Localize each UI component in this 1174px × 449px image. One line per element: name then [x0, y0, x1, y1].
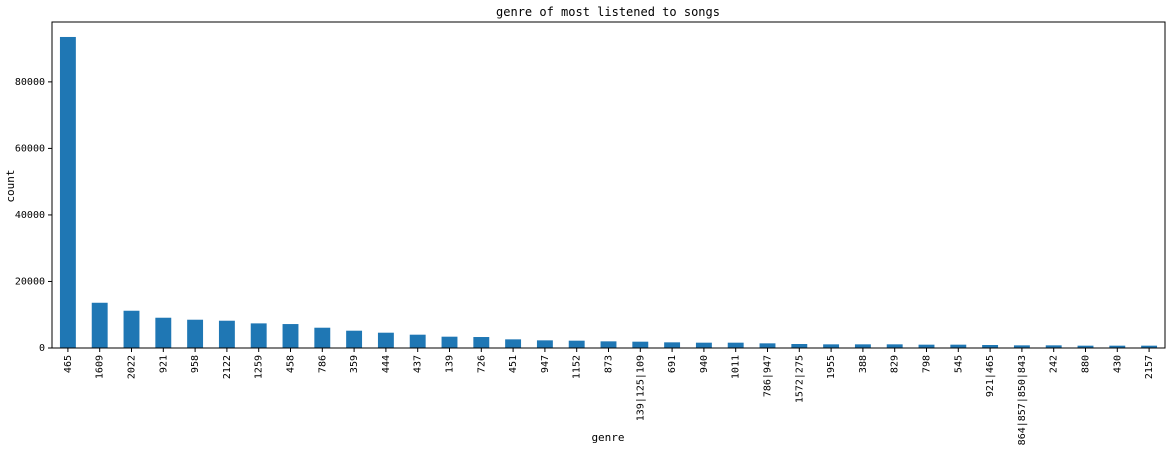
x-tick-label: 1955	[826, 355, 837, 379]
x-tick-label: 465	[63, 355, 74, 373]
y-tick-label: 60000	[15, 143, 45, 154]
bar-880	[1077, 345, 1094, 348]
bar-786-947	[759, 343, 776, 348]
bar-1609	[91, 302, 108, 348]
x-tick-label: 940	[699, 355, 710, 373]
x-tick-label: 451	[508, 355, 519, 373]
bar-444	[377, 332, 394, 348]
bar-437	[409, 334, 426, 348]
x-tick-label: 444	[381, 355, 392, 373]
bar-2157	[1141, 345, 1158, 348]
x-tick-label: 458	[286, 355, 297, 373]
x-axis: 465 1609 2022 921 958 2122 1259 458 786 359 444 437…	[63, 348, 1155, 445]
x-tick-label: 437	[413, 355, 424, 373]
x-tick-label: 1572|275	[794, 355, 805, 403]
x-tick-label: 829	[890, 355, 901, 373]
bar-388	[854, 344, 871, 348]
bar-829	[886, 344, 903, 348]
x-tick-label: 786	[317, 355, 328, 373]
y-axis: 0 20000 40000 60000 80000	[15, 77, 52, 354]
x-tick-label: 864|857|850|843	[1017, 355, 1028, 445]
y-tick-label: 20000	[15, 276, 45, 287]
x-tick-label: 139	[445, 355, 456, 373]
plot-frame	[51, 21, 1166, 349]
x-tick-label: 873	[604, 355, 615, 373]
x-tick-label: 691	[667, 355, 678, 373]
x-tick-label: 2122	[222, 355, 233, 379]
bar-921	[155, 317, 172, 348]
bar-1259	[250, 323, 267, 348]
x-tick-label: 921	[158, 355, 169, 373]
x-tick-label: 880	[1081, 355, 1092, 373]
bar-359	[346, 330, 363, 348]
x-tick-label: 242	[1049, 355, 1060, 373]
bar-451	[505, 339, 522, 348]
bar-940	[695, 342, 712, 348]
bar-242	[1045, 345, 1062, 348]
x-tick-label: 798	[922, 355, 933, 373]
bar-947	[536, 340, 553, 348]
bar-864-857-850-843	[1013, 345, 1030, 348]
x-axis-label: genre	[591, 431, 624, 444]
bar-958	[187, 319, 204, 348]
x-tick-label: 947	[540, 355, 551, 373]
bar-430	[1109, 345, 1126, 348]
x-tick-label: 2022	[127, 355, 138, 379]
x-tick-label: 1011	[731, 355, 742, 379]
bar-921-465	[982, 345, 999, 348]
bar-691	[664, 342, 681, 348]
bar-1955	[823, 344, 840, 348]
x-tick-label: 921|465	[985, 355, 996, 397]
bar-1011	[727, 342, 744, 348]
bar-1152	[568, 340, 585, 348]
bar-465	[59, 36, 76, 348]
x-tick-label: 430	[1112, 355, 1123, 373]
bar-873	[600, 341, 617, 348]
bars-group	[59, 36, 1158, 348]
bar-2022	[123, 310, 140, 348]
x-tick-label: 1259	[254, 355, 265, 379]
x-tick-label: 139|125|109	[635, 355, 646, 421]
bar-2122	[218, 320, 235, 348]
x-tick-label: 2157	[1144, 355, 1155, 379]
x-tick-label: 1152	[572, 355, 583, 379]
bar-139	[441, 336, 458, 348]
bar-786	[314, 327, 331, 348]
y-axis-label: count	[4, 169, 17, 202]
x-tick-label: 726	[476, 355, 487, 373]
y-tick-label: 80000	[15, 77, 45, 88]
y-tick-label: 40000	[15, 210, 45, 221]
x-tick-label: 545	[953, 355, 964, 373]
bar-1572-275	[791, 344, 808, 348]
y-tick-label: 0	[39, 343, 45, 354]
x-tick-label: 958	[190, 355, 201, 373]
bar-139-125-109	[632, 341, 649, 348]
bar-726	[473, 337, 490, 348]
x-tick-label: 1609	[95, 355, 106, 379]
x-tick-label: 786|947	[763, 355, 774, 397]
x-tick-label: 388	[858, 355, 869, 373]
bar-458	[282, 324, 299, 348]
bar-798	[918, 344, 935, 348]
chart-title: genre of most listened to songs	[496, 5, 720, 19]
bar-545	[950, 344, 967, 348]
x-tick-label: 359	[349, 355, 360, 373]
